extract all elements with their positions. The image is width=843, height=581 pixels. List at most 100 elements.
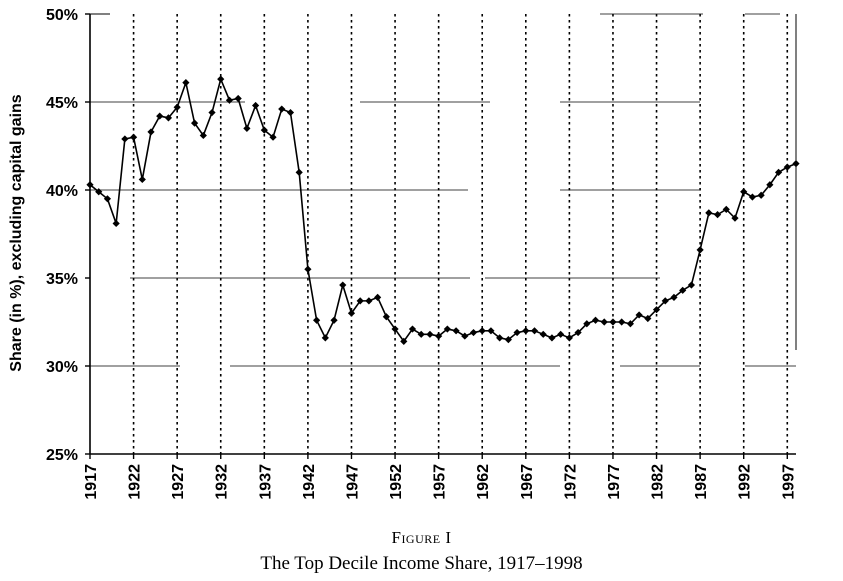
data-point [722, 205, 730, 213]
data-markers [86, 75, 800, 345]
x-tick-label: 1952 [388, 464, 405, 500]
data-point [243, 124, 251, 132]
data-point [286, 108, 295, 117]
data-point [199, 131, 207, 140]
data-point [635, 311, 643, 319]
data-point [618, 318, 626, 326]
x-tick-label: 1997 [780, 464, 797, 500]
data-point [679, 286, 687, 294]
data-point [496, 334, 504, 342]
data-point [652, 306, 661, 314]
data-point [164, 114, 173, 122]
y-tick-labels: 25% 30% 35% 40% 45% 50% [46, 7, 78, 464]
data-point [504, 336, 512, 344]
data-point [347, 309, 356, 317]
x-tick-labels: 1917 1922 1927 1932 1937 1942 1947 1952 1957 1962… [83, 464, 797, 500]
data-point [478, 327, 486, 335]
data-point [400, 337, 408, 345]
data-point [783, 163, 791, 171]
data-point [260, 126, 268, 134]
data-point [740, 188, 748, 196]
data-point [313, 316, 321, 324]
data-point [147, 128, 155, 136]
data-point [103, 195, 112, 203]
data-point [95, 188, 103, 196]
gridlines [90, 13, 796, 454]
x-tick-label: 1957 [432, 464, 449, 500]
data-point [609, 318, 617, 326]
data-point [443, 325, 451, 333]
data-point [435, 332, 443, 340]
y-axis-label: Share (in %), excluding capital gains [8, 94, 25, 372]
data-point [86, 181, 94, 189]
data-point [295, 168, 303, 176]
data-point [365, 297, 373, 305]
x-tick-label: 1987 [693, 464, 710, 500]
data-point [574, 328, 582, 337]
data-point [138, 175, 146, 184]
x-tick-label: 1942 [301, 464, 318, 500]
data-point [469, 328, 478, 337]
x-tick-label: 1932 [214, 464, 231, 500]
data-point [408, 325, 417, 333]
x-tick-label: 1972 [562, 464, 579, 500]
data-point [391, 325, 399, 333]
data-point [522, 327, 530, 335]
data-point [112, 219, 120, 228]
data-point [461, 332, 469, 340]
figure-label: Figure I [391, 528, 452, 547]
data-point [687, 281, 696, 289]
y-tick-label: 50% [46, 7, 78, 24]
x-tick-label: 1967 [519, 464, 536, 500]
data-point [426, 330, 434, 338]
y-tick-label: 30% [46, 359, 78, 376]
data-point [661, 297, 669, 305]
data-point [225, 96, 234, 104]
data-point [696, 246, 704, 254]
data-point [339, 281, 347, 289]
data-point [382, 313, 390, 321]
x-tick-label: 1982 [650, 464, 667, 500]
data-point [565, 334, 573, 342]
data-point [670, 293, 678, 301]
data-point [644, 314, 652, 323]
data-point [774, 168, 783, 176]
data-point [487, 327, 495, 335]
data-point [234, 94, 242, 103]
y-tick-label: 35% [46, 271, 78, 288]
data-point [356, 297, 364, 305]
data-point [452, 327, 460, 335]
data-point [600, 318, 608, 326]
axes [85, 13, 797, 459]
data-point [374, 293, 382, 301]
x-tick-label: 1927 [170, 464, 187, 500]
data-point [156, 112, 164, 120]
data-point [304, 265, 312, 273]
data-point [705, 209, 713, 217]
series-line [89, 76, 797, 343]
data-point [190, 119, 199, 127]
data-point [121, 135, 129, 143]
x-tick-label: 1947 [344, 464, 361, 500]
x-tick-label: 1962 [475, 464, 492, 500]
data-point [278, 105, 286, 113]
data-point [583, 320, 591, 328]
data-point [766, 181, 774, 189]
y-tick-label: 40% [46, 183, 78, 200]
y-tick-label: 25% [46, 447, 78, 464]
data-point [182, 79, 190, 87]
data-point [557, 330, 565, 338]
data-point [208, 108, 216, 117]
data-point [513, 328, 521, 337]
data-point [417, 330, 425, 338]
data-point [530, 327, 539, 335]
data-point [792, 160, 800, 168]
data-point [539, 330, 547, 338]
data-point [217, 75, 225, 83]
x-tick-label: 1937 [257, 464, 274, 500]
data-point [330, 316, 338, 324]
data-point [269, 133, 277, 141]
data-point [731, 214, 739, 222]
data-point [129, 133, 138, 141]
